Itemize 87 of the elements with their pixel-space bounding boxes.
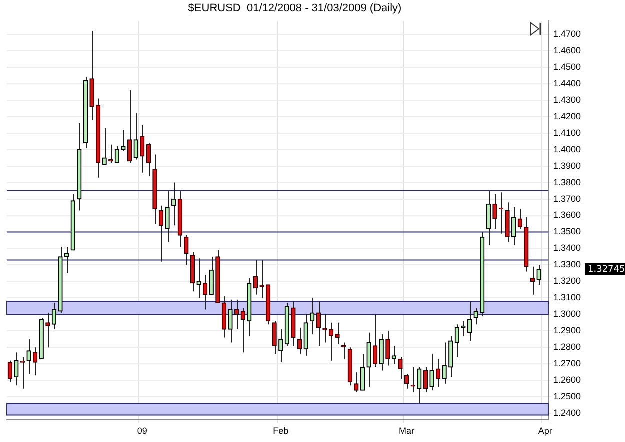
candlestick (26, 338, 32, 375)
candlestick (272, 320, 277, 355)
candlestick (423, 366, 428, 393)
candlestick (297, 327, 302, 355)
candlestick (454, 324, 460, 358)
candlestick (530, 266, 536, 296)
candlestick (165, 190, 170, 243)
candlestick (310, 298, 315, 335)
candlestick (430, 354, 434, 392)
y-tick-label: 1.3800 (553, 177, 582, 188)
y-tick-label: 1.3500 (553, 226, 582, 237)
y-tick-label: 1.3300 (553, 260, 582, 270)
candlestick (360, 354, 366, 392)
y-tick-label: 1.4100 (553, 128, 582, 138)
candlestick (404, 374, 410, 390)
y-tick-label: 1.3400 (553, 243, 582, 254)
y-tick-label: 1.3700 (553, 194, 582, 204)
x-tick-label: Feb (273, 426, 289, 436)
candlestick (512, 207, 516, 246)
candlestick (278, 329, 284, 363)
candlestick (127, 90, 132, 164)
candlestick (228, 299, 233, 344)
candlestick (386, 330, 390, 366)
y-tick-label: 1.4700 (553, 28, 582, 39)
y-tick-label: 1.2700 (553, 358, 582, 369)
y-tick-label: 1.4300 (553, 94, 582, 105)
y-tick-label: 1.2800 (553, 342, 582, 352)
candlestick (354, 372, 359, 393)
candlestick (398, 357, 403, 380)
candlestick (240, 308, 246, 354)
y-tick-label: 1.3600 (553, 210, 582, 220)
candlestick (253, 260, 258, 296)
y-tick-label: 1.4200 (553, 111, 582, 122)
candlestick (209, 256, 214, 296)
candlestick (486, 190, 491, 246)
candlestick (392, 346, 397, 365)
y-tick-label: 1.2500 (553, 392, 582, 402)
candlestick (196, 258, 202, 299)
candlestick (436, 358, 441, 388)
candlestick (328, 322, 334, 362)
candlestick (461, 320, 466, 337)
candlestick (134, 113, 138, 160)
candlestick (102, 128, 107, 166)
candlestick (146, 142, 151, 177)
y-tick-label: 1.3000 (553, 309, 582, 320)
x-tick-label: Mar (399, 426, 415, 436)
y-tick-label: 1.4600 (553, 45, 582, 56)
candlestick (140, 124, 145, 174)
y-tick-label: 1.2400 (553, 408, 582, 418)
candlestick (417, 366, 422, 404)
y-tick-label: 1.3200 (553, 276, 582, 286)
candlestick (234, 299, 240, 330)
candlestick (467, 300, 472, 342)
candlestick (8, 360, 12, 383)
candlestick (379, 334, 384, 372)
candlestick (20, 357, 26, 390)
candlestick (366, 332, 372, 388)
candlestick (46, 312, 50, 348)
chart-title: $EURUSD 01/12/2008 - 31/03/2009 (Daily) (188, 2, 402, 15)
x-tick-label: 09 (137, 426, 148, 436)
candlestick (33, 347, 38, 376)
text: 1.32745 (588, 264, 625, 275)
candlestick (518, 208, 522, 230)
y-tick-label: 1.4000 (553, 144, 582, 154)
candlestick (474, 308, 478, 326)
candlestick (442, 342, 447, 384)
y-tick-label: 1.3900 (553, 160, 582, 171)
candlestick (158, 205, 164, 262)
candlestick (373, 314, 378, 368)
candlestick (203, 274, 208, 310)
candlestick (316, 300, 321, 347)
candlestick (114, 146, 120, 164)
candlestick (52, 302, 57, 330)
candlestick (536, 264, 542, 286)
x-tick-label: Apr (538, 426, 552, 436)
y-tick-label: 1.4500 (553, 62, 582, 72)
candlestick (108, 144, 114, 164)
candlestick (335, 322, 340, 345)
y-tick-label: 1.2900 (553, 326, 582, 336)
candlestick (184, 235, 189, 266)
candlestick (121, 130, 126, 152)
y-tick-label: 1.4400 (553, 78, 582, 88)
candlestick (492, 194, 498, 230)
candlestick (14, 352, 19, 386)
candlestick (64, 246, 70, 274)
y-tick-label: 1.3100 (553, 292, 582, 303)
y-tick-label: 1.2600 (553, 375, 582, 386)
